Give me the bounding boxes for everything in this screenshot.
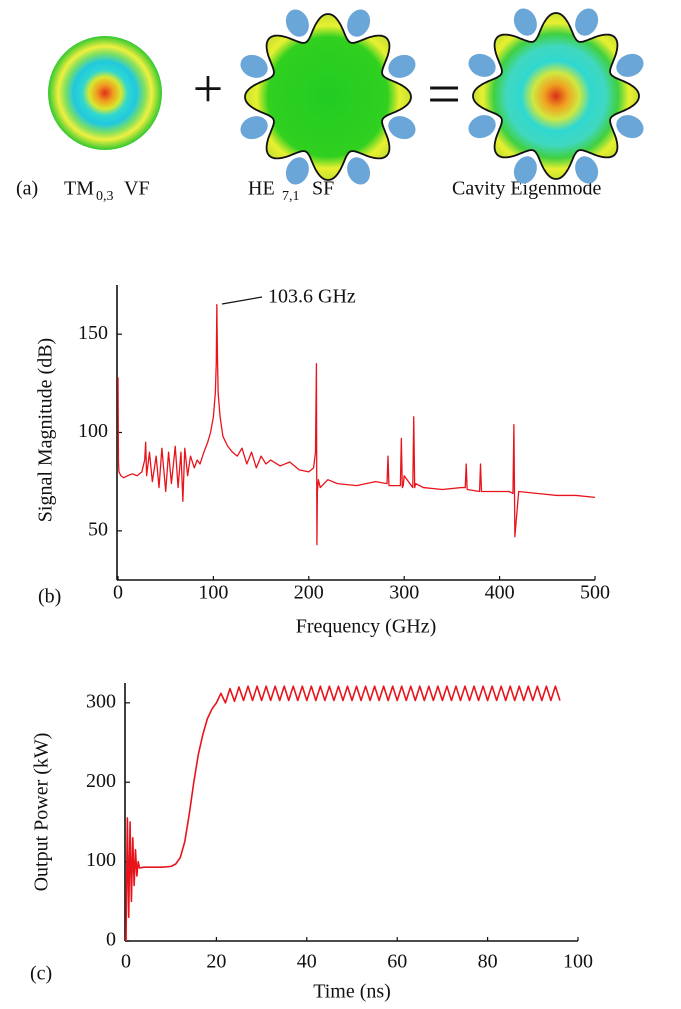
field-lobe	[240, 116, 268, 140]
y-axis-title: Signal Magnitude (dB)	[35, 338, 57, 522]
y-tick-label: 100	[86, 849, 116, 871]
x-axis-title: Frequency (GHz)	[296, 616, 437, 638]
y-tick-label: 100	[78, 420, 108, 442]
field-lobe	[468, 53, 496, 77]
x-tick-label: 0	[113, 582, 123, 604]
mode-name: HE	[248, 178, 275, 200]
he-mode-pattern	[244, 13, 412, 181]
field-lobe	[616, 53, 644, 77]
x-tick-label: 200	[294, 582, 324, 604]
field-lobe	[513, 156, 537, 184]
equals-sign: =	[427, 61, 461, 127]
annotation: 103.6 GHz	[268, 286, 356, 308]
field-lobe	[575, 8, 599, 36]
mode-name: Cavity Eigenmode	[452, 178, 602, 200]
field-lobe	[240, 54, 268, 78]
panel-a: + = (a) TM 0,3 VF HE 7,1 SF Cavity Eigen…	[16, 8, 644, 204]
mode-subscript: 7,1	[282, 189, 300, 204]
y-axis-title: Output Power (kW)	[31, 733, 53, 892]
mode-suffix: SF	[312, 178, 334, 200]
x-tick-label: 20	[206, 951, 226, 973]
x-tick-label: 400	[485, 582, 515, 604]
data-line	[117, 304, 596, 546]
x-tick-label: 500	[580, 582, 610, 604]
x-tick-label: 100	[198, 582, 228, 604]
y-tick-label: 0	[106, 929, 116, 951]
y-tick-label: 50	[88, 518, 108, 540]
panel-label: (a)	[16, 178, 38, 200]
annotation-leader	[221, 296, 263, 305]
field-lobe	[347, 9, 371, 37]
mode-subscript: 0,3	[96, 189, 114, 204]
field-lobe	[575, 156, 599, 184]
x-tick-label: 60	[387, 951, 407, 973]
field-lobe	[285, 9, 309, 37]
panel-label: (c)	[30, 963, 52, 985]
field-lobe	[347, 157, 371, 185]
mode-suffix: VF	[124, 178, 150, 200]
data-line	[125, 685, 561, 942]
x-tick-label: 40	[297, 951, 317, 973]
x-tick-label: 300	[389, 582, 419, 604]
field-lobe	[616, 115, 644, 139]
tm-mode-pattern	[48, 36, 162, 150]
field-lobe	[388, 116, 416, 140]
field-lobe	[513, 8, 537, 36]
y-tick-label: 200	[86, 770, 116, 792]
x-axis-title: Time (ns)	[313, 981, 391, 1003]
y-tick-label: 150	[78, 322, 108, 344]
eigenmode-pattern	[472, 12, 640, 180]
y-tick-label: 300	[86, 690, 116, 712]
panel-label: (b)	[38, 586, 61, 608]
x-tick-label: 100	[563, 951, 593, 973]
plus-sign: +	[193, 58, 223, 118]
x-tick-label: 80	[478, 951, 498, 973]
field-lobe	[388, 54, 416, 78]
x-tick-label: 0	[121, 951, 131, 973]
mode-name: TM	[64, 178, 94, 200]
field-lobe	[468, 115, 496, 139]
field-lobe	[285, 157, 309, 185]
